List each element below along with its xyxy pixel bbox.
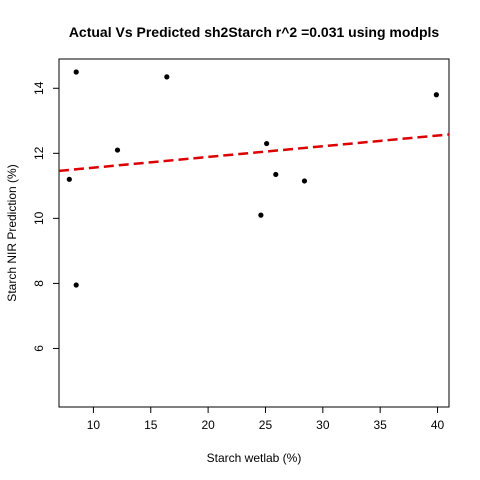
x-tick-label: 30	[316, 418, 330, 432]
data-point-2	[164, 74, 170, 80]
x-tick-label: 25	[259, 418, 273, 432]
y-tick-label: 8	[32, 280, 46, 287]
x-axis: 10 15 20 25 30 35 40	[87, 407, 445, 432]
y-tick-label: 10	[32, 211, 46, 225]
x-tick-label: 40	[431, 418, 445, 432]
data-point-10	[73, 282, 79, 288]
x-axis-label: Starch wetlab (%)	[207, 451, 302, 465]
data-point-6	[273, 171, 279, 178]
x-tick-label: 10	[87, 418, 101, 432]
y-axis: 6 8 10 12 14	[32, 81, 59, 352]
regression-line	[58, 133, 450, 173]
data-point-9	[258, 212, 264, 218]
data-point-4	[264, 140, 270, 147]
data-point-5	[114, 147, 121, 153]
data-point-7	[66, 176, 72, 182]
data-point-1	[73, 69, 79, 75]
data-point-8	[301, 178, 308, 184]
y-axis-label: Starch NIR Prediction (%)	[5, 164, 19, 301]
y-tick-label: 6	[32, 345, 46, 352]
data-point-3	[433, 92, 439, 98]
chart-title: Actual Vs Predicted sh2Starch r^2 =0.031…	[69, 24, 440, 40]
data-points	[66, 69, 439, 288]
x-tick-label: 35	[373, 418, 387, 432]
y-tick-label: 12	[32, 146, 46, 160]
x-tick-label: 20	[201, 418, 215, 432]
y-tick-label: 14	[32, 81, 46, 95]
plot-frame	[58, 58, 450, 408]
x-tick-label: 15	[144, 418, 158, 432]
